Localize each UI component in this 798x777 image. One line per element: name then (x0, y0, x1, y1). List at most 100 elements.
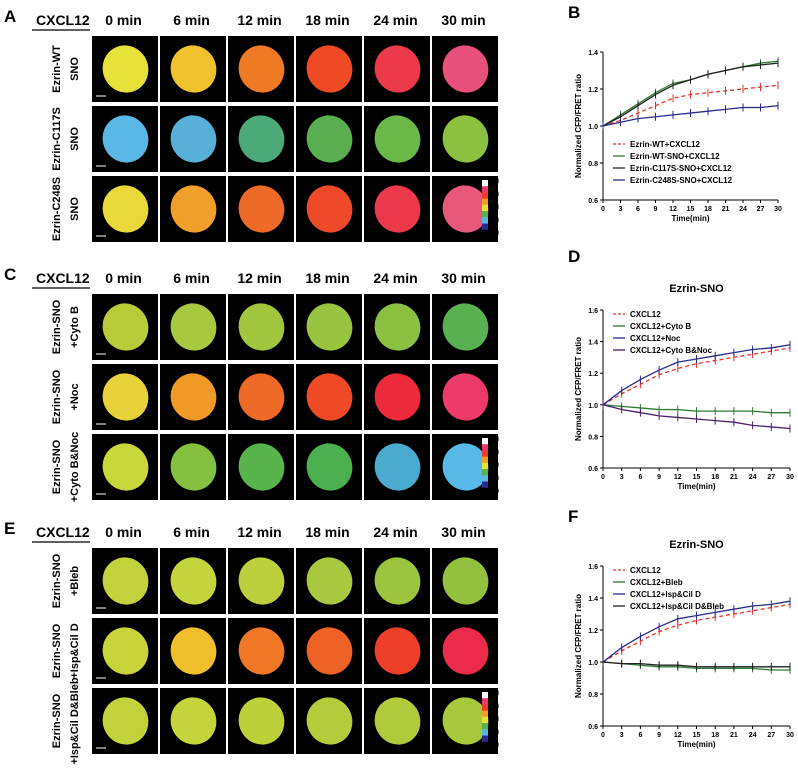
panel-letter: E (4, 519, 15, 538)
colorbar-segment (482, 186, 488, 193)
legend-label: CXCL12+Isp&Cil D (630, 590, 701, 599)
colorbar-label: 1.8 (491, 205, 500, 211)
cell-image (306, 303, 353, 351)
x-tick-label: 27 (757, 206, 765, 213)
cell-image (102, 373, 149, 421)
colorbar-segment (482, 456, 488, 464)
row-label: Ezrin-C248S (51, 177, 63, 241)
cell-image (170, 185, 217, 233)
row-label: Ezrin-SNO (51, 439, 63, 494)
cell-image (102, 557, 149, 605)
y-tick-label: 1.6 (588, 564, 598, 571)
time-label: 30 min (441, 524, 485, 540)
colorbar-segment (482, 704, 488, 712)
row-label: Ezrin-C117S (51, 107, 63, 171)
cell-image (238, 115, 285, 163)
stimulus-label: CXCL12 (36, 12, 90, 28)
stimulus-label: CXCL12 (36, 270, 90, 286)
x-tick-label: 9 (654, 206, 658, 213)
colorbar-label: 2.8 (491, 437, 500, 443)
colorbar-segment (482, 438, 488, 445)
time-label: 30 min (441, 12, 485, 28)
row-label: Ezrin-SNO (51, 369, 63, 424)
cell-image (442, 627, 489, 675)
cell-image (170, 627, 217, 675)
cell-image (306, 45, 353, 93)
colorbar-label: 2.8 (491, 179, 500, 185)
cell-image (238, 303, 285, 351)
legend-label: CXCL12 (630, 310, 661, 319)
time-label: 18 min (305, 270, 349, 286)
x-tick-label: 18 (704, 206, 712, 213)
x-tick-label: 3 (619, 206, 623, 213)
cell-image (374, 557, 421, 605)
y-tick-label: 0.8 (588, 161, 598, 168)
cell-image (238, 697, 285, 745)
cell-image (374, 115, 421, 163)
time-label: 6 min (173, 270, 210, 286)
x-tick-label: 9 (657, 474, 661, 481)
cell-image (170, 45, 217, 93)
cell-image (374, 443, 421, 491)
x-tick-label: 15 (687, 206, 695, 213)
x-tick-label: 15 (693, 732, 701, 739)
colorbar-segment (482, 180, 488, 187)
cell-image (306, 115, 353, 163)
y-tick-label: 1.4 (588, 50, 598, 57)
colorbar-segment (482, 710, 488, 718)
cell-image (442, 443, 489, 491)
y-tick-label: 1.4 (588, 340, 598, 347)
cell-image (238, 627, 285, 675)
x-tick-label: 24 (739, 206, 747, 213)
colorbar-segment (482, 462, 488, 470)
row-label: +Cyto B&Noc (69, 432, 81, 503)
legend-label: Ezrin-C248S-SNO+CXCL12 (630, 176, 733, 185)
colorbar-segment (482, 229, 488, 237)
colorbar-label: 0.8 (491, 743, 500, 749)
panel-letter: F (568, 507, 578, 526)
colorbar-label: 2.3 (491, 704, 500, 710)
panel-letter: D (568, 247, 580, 266)
cell-image (306, 443, 353, 491)
cell-image (374, 373, 421, 421)
colorbar-label: 1.3 (491, 730, 500, 736)
chart-title: Ezrin-SNO (669, 283, 724, 295)
y-tick-label: 0.6 (588, 198, 598, 205)
cell-image (306, 185, 353, 233)
cell-image (442, 303, 489, 351)
cell-image (102, 185, 149, 233)
series-line (602, 347, 791, 406)
x-tick-label: 12 (674, 732, 682, 739)
cell-image (374, 697, 421, 745)
x-tick-label: 12 (674, 474, 682, 481)
x-axis-label: Time(min) (677, 740, 715, 749)
y-axis-label: Normalized CFP/FRET ratio (574, 337, 583, 441)
row-label: +Isp&Cil D&Bleb (69, 677, 81, 764)
colorbar-label: 1.8 (491, 463, 500, 469)
y-tick-label: 0.6 (588, 724, 598, 731)
x-tick-label: 6 (638, 732, 642, 739)
colorbar-label: 0.8 (491, 231, 500, 237)
cell-image (170, 557, 217, 605)
x-tick-label: 6 (636, 206, 640, 213)
time-label: 24 min (373, 12, 417, 28)
time-label: 6 min (173, 524, 210, 540)
cell-image (170, 115, 217, 163)
colorbar-segment (482, 198, 488, 206)
cell-image (306, 627, 353, 675)
colorbar-segment (482, 741, 488, 749)
time-label: 18 min (305, 12, 349, 28)
cell-image (442, 115, 489, 163)
colorbar-segment (482, 444, 488, 451)
x-tick-label: 9 (657, 732, 661, 739)
colorbar-segment (482, 487, 488, 495)
time-label: 0 min (105, 270, 142, 286)
time-label: 6 min (173, 12, 210, 28)
row-label: Ezrin-SNO (51, 623, 63, 678)
cell-image (102, 45, 149, 93)
colorbar-label: 1.3 (491, 218, 500, 224)
colorbar-segment (482, 469, 488, 476)
legend-label: CXCL12+Bleb (630, 578, 683, 587)
cell-image (442, 557, 489, 605)
time-label: 0 min (105, 12, 142, 28)
